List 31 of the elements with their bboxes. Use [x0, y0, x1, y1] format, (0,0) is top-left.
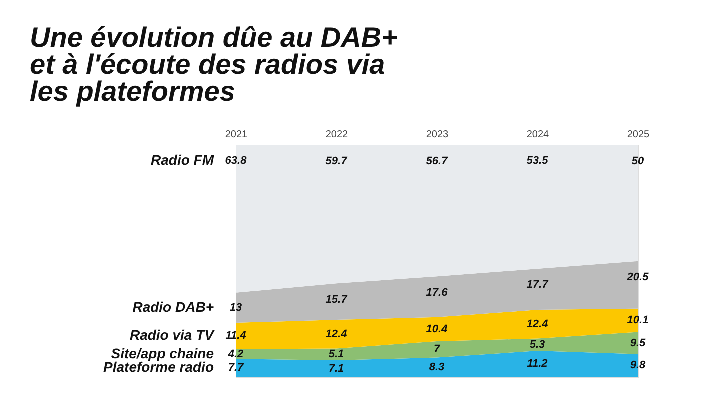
series-label: Site/app chaine	[111, 345, 214, 362]
series-label: Radio via TV	[130, 327, 216, 344]
data-label: 63.8	[225, 155, 248, 168]
x-tick-label: 2025	[627, 130, 650, 140]
data-label: 11.4	[226, 330, 246, 342]
data-label: 11.2	[527, 358, 548, 370]
data-label: 59.7	[326, 155, 348, 168]
data-label: 20.5	[626, 272, 650, 284]
x-tick-label: 2022	[326, 130, 349, 140]
data-label: 7	[434, 344, 441, 356]
data-label: 50	[632, 156, 645, 168]
x-tick-label: 2024	[526, 130, 550, 140]
data-label: 56.7	[426, 155, 449, 168]
data-label: 17.6	[426, 286, 449, 299]
data-label: 5.1	[328, 348, 344, 361]
data-label: 53.5	[526, 155, 550, 168]
data-label: 9.5	[630, 337, 647, 350]
data-label: 10.4	[426, 323, 448, 336]
data-label: 15.7	[326, 294, 348, 306]
data-label: 7.1	[328, 362, 344, 375]
data-label: 13	[230, 302, 242, 314]
series-label: Radio DAB+	[132, 298, 214, 315]
data-label: 5.3	[530, 338, 546, 351]
chart-title: Une évolution dûe au DAB+ et à l'écoute des radios via les plateformes	[30, 22, 398, 107]
data-label: 12.4	[326, 328, 348, 340]
data-label: 17.7	[526, 279, 550, 292]
x-tick-label: 2023	[426, 130, 450, 140]
data-label: 12.4	[526, 318, 548, 330]
data-label: 8.3	[429, 361, 445, 374]
series-label: Radio FM	[151, 152, 214, 168]
x-tick-label: 2021	[225, 130, 248, 140]
